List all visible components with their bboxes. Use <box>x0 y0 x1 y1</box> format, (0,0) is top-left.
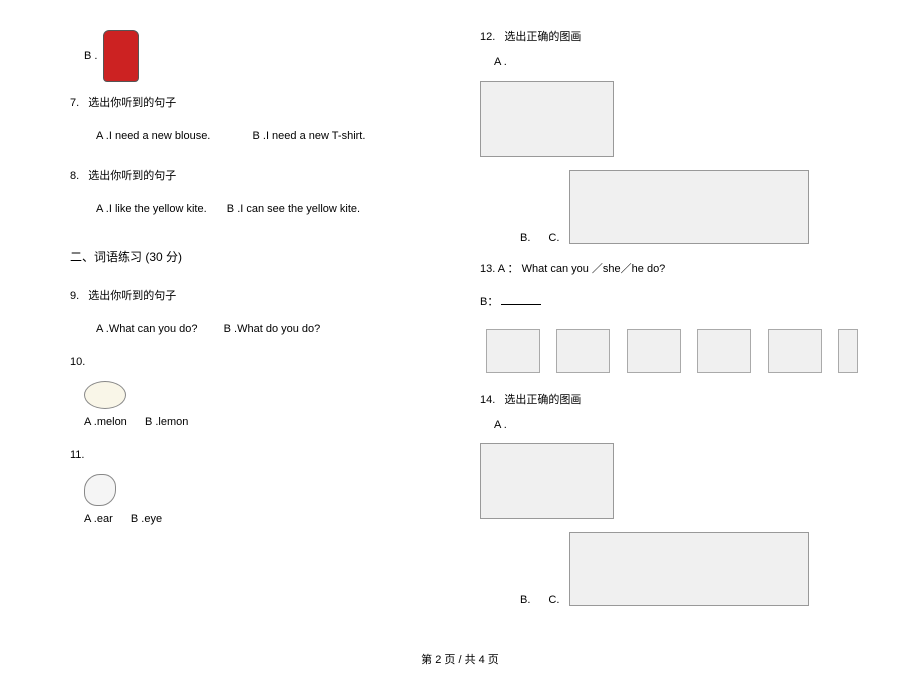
q11-option-a[interactable]: A .ear <box>84 513 113 525</box>
q10-option-a[interactable]: A .melon <box>84 416 127 428</box>
section-2-heading: 二、词语练习 (30 分) <box>70 248 442 265</box>
q10-option-b[interactable]: B .lemon <box>145 416 188 428</box>
q14-c-label[interactable]: C. <box>548 594 559 606</box>
q7-options: A .I need a new blouse. B .I need a new … <box>96 129 442 144</box>
q7-title: 选出你听到的句子 <box>88 97 176 109</box>
q12-a-label: A . <box>494 55 892 70</box>
activity-icon-3[interactable] <box>627 329 681 373</box>
melon-image <box>84 381 126 409</box>
q13-icons-row <box>486 329 892 373</box>
q7-title-row: 7. 选出你听到的句子 <box>70 96 442 111</box>
q14-title-row: 14. 选出正确的图画 <box>480 393 892 408</box>
activity-icon-4[interactable] <box>697 329 751 373</box>
q13-a-text: What can you ／she／he do? <box>522 263 666 275</box>
q9-title-row: 9. 选出你听到的句子 <box>70 289 442 304</box>
q12-image-a[interactable] <box>480 81 892 162</box>
q12-title: 选出正确的图画 <box>504 31 581 43</box>
q13-b-prefix: B： <box>480 296 498 308</box>
q8-number: 8. <box>70 170 79 182</box>
activity-icon-2[interactable] <box>556 329 610 373</box>
option-b-label: B . <box>84 50 97 62</box>
q13-blank[interactable] <box>501 295 541 305</box>
q13-a-prefix: A ： <box>498 263 519 275</box>
couple-image-1 <box>480 81 614 157</box>
activity-icon-5[interactable] <box>768 329 822 373</box>
activity-icon-1[interactable] <box>486 329 540 373</box>
q10-number: 10. <box>70 355 442 370</box>
q14-number: 14. <box>480 394 495 406</box>
activity-icon-6[interactable] <box>838 329 858 373</box>
q9-option-b[interactable]: B .What do you do? <box>224 323 321 335</box>
q7-option-b[interactable]: B .I need a new T-shirt. <box>253 130 366 142</box>
q12-title-row: 12. 选出正确的图画 <box>480 30 892 45</box>
cake-scene-image <box>569 170 809 244</box>
q10-options: A .melon B .lemon <box>84 415 442 430</box>
q12-c-label[interactable]: C. <box>548 232 559 244</box>
q14-bc-row: B. C. <box>520 532 892 606</box>
q12-b-label[interactable]: B. <box>520 232 530 244</box>
q10-image-row <box>84 381 442 409</box>
q14-a-label: A . <box>494 418 892 433</box>
q7-option-a[interactable]: A .I need a new blouse. <box>96 130 210 142</box>
q8-title-row: 8. 选出你听到的句子 <box>70 169 442 184</box>
q9-option-a[interactable]: A .What can you do? <box>96 323 198 335</box>
q7-number: 7. <box>70 97 79 109</box>
coke-cup-image <box>103 30 139 82</box>
q8-options: A .I like the yellow kite. B .I can see … <box>96 202 442 217</box>
page-footer: 第 2 页 / 共 4 页 <box>0 651 920 667</box>
q13-a-row: 13. A ： What can you ／she／he do? <box>480 262 892 277</box>
q11-number: 11. <box>70 448 442 463</box>
gift-scene-image <box>569 532 809 606</box>
q11-image-row <box>84 474 442 506</box>
ear-image <box>84 474 116 506</box>
couple-image-2 <box>480 443 614 519</box>
q13-number: 13. <box>480 263 495 275</box>
q11-options: A .ear B .eye <box>84 512 442 527</box>
q12-number: 12. <box>480 31 495 43</box>
q12-bc-row: B. C. <box>520 170 892 244</box>
q14-image-a[interactable] <box>480 443 892 524</box>
q8-option-b[interactable]: B .I can see the yellow kite. <box>227 203 360 215</box>
q14-b-label[interactable]: B. <box>520 594 530 606</box>
q9-title: 选出你听到的句子 <box>88 290 176 302</box>
q9-options: A .What can you do? B .What do you do? <box>96 322 442 337</box>
q6-option-b-row: B . <box>84 30 442 82</box>
q14-title: 选出正确的图画 <box>504 394 581 406</box>
q8-option-a[interactable]: A .I like the yellow kite. <box>96 203 207 215</box>
q13-b-row: B： <box>480 295 892 310</box>
q9-number: 9. <box>70 290 79 302</box>
q11-option-b[interactable]: B .eye <box>131 513 162 525</box>
q8-title: 选出你听到的句子 <box>88 170 176 182</box>
